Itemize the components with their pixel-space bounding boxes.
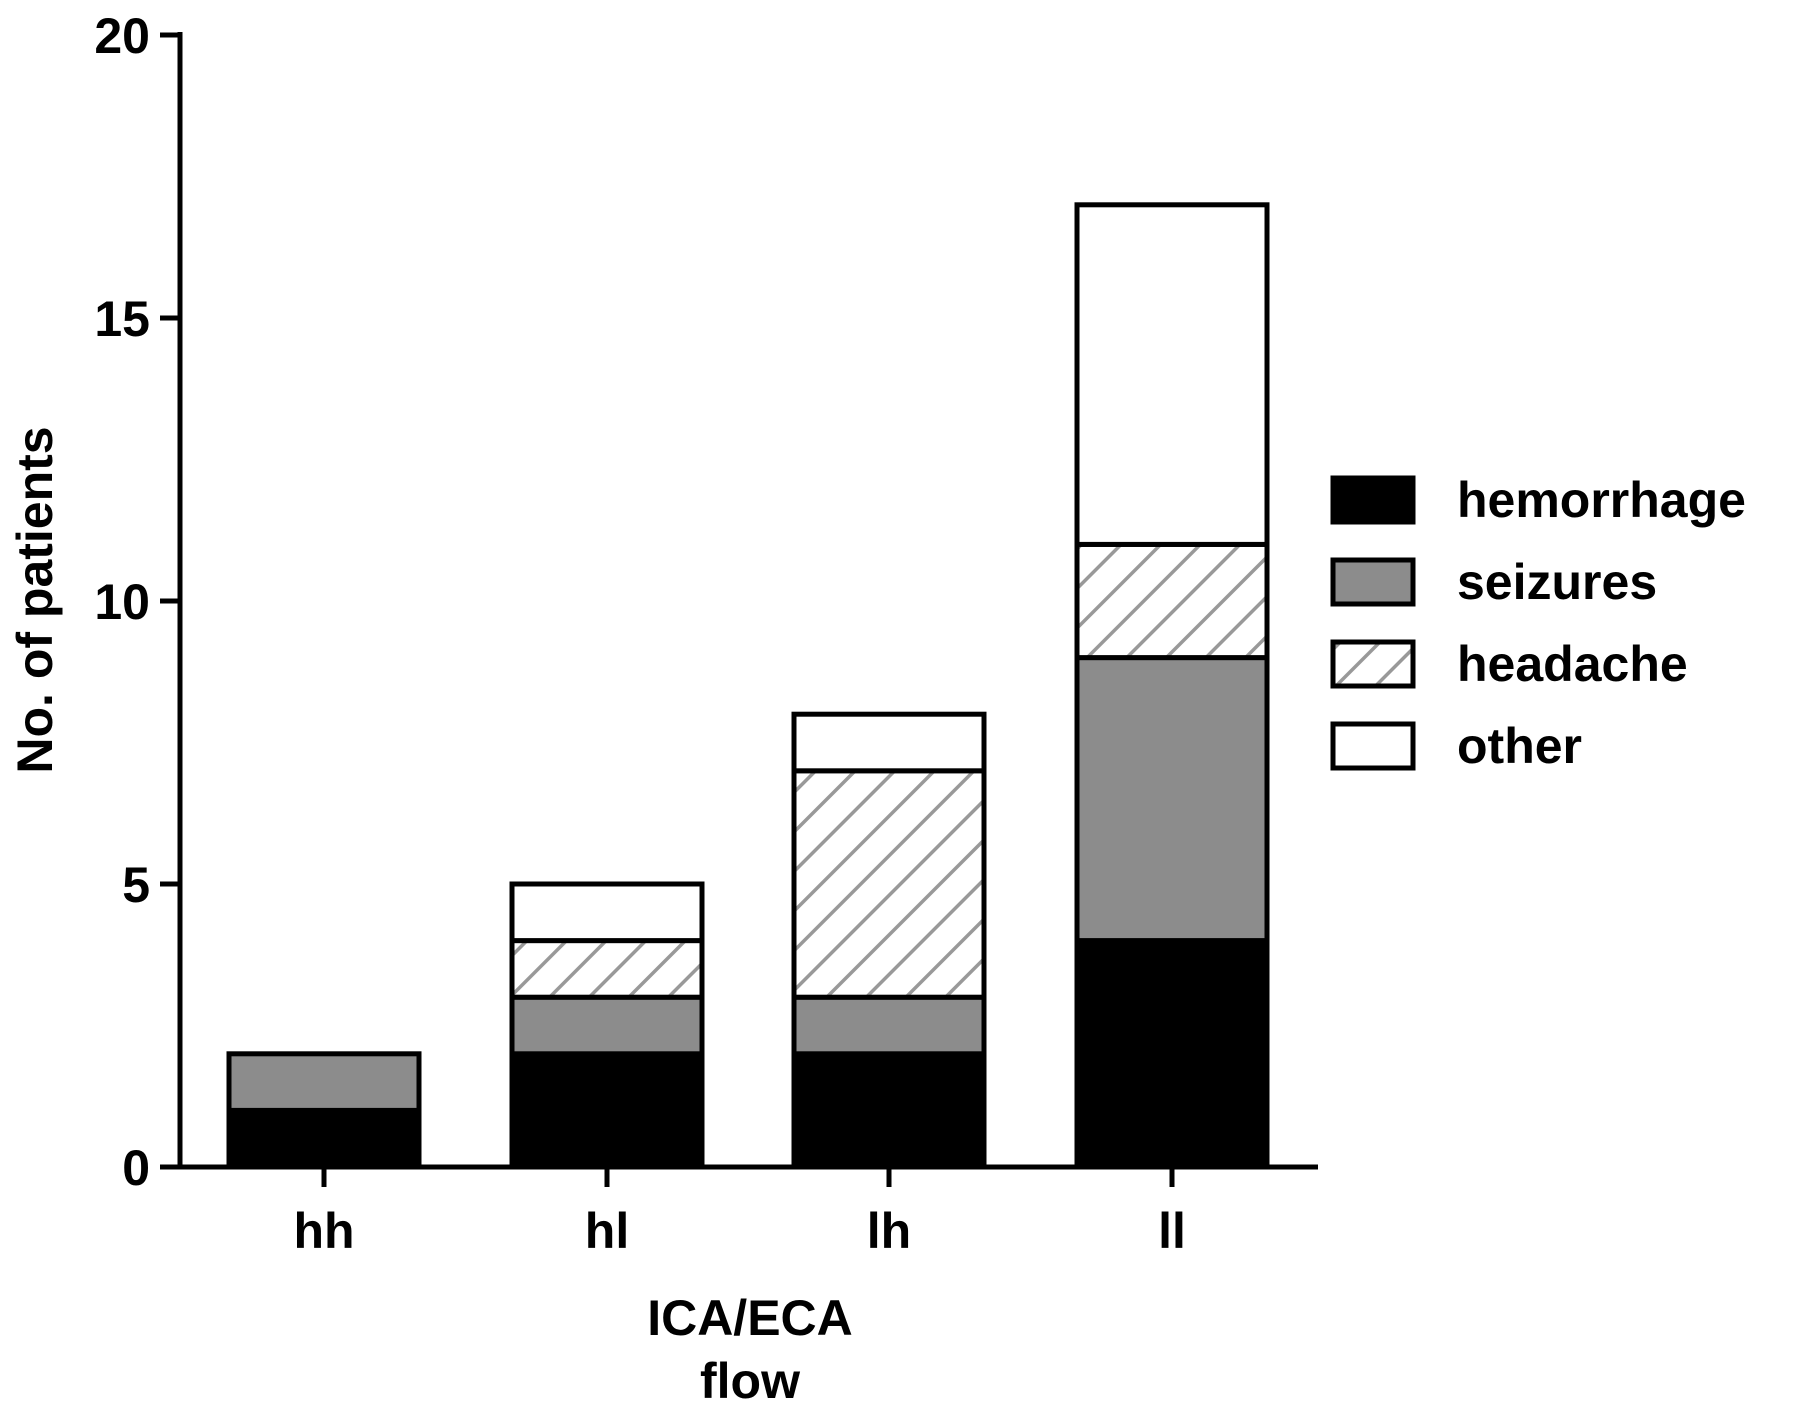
bar-segment-lh-other [791,711,987,774]
bar-segment-ll-hemorrhage [1074,938,1270,1170]
legend-swatch-other [1330,721,1416,771]
bar-segment-hl-hemorrhage [509,1051,705,1170]
y-tick-label-20: 20 [94,8,150,64]
bar-segment-hh-seizures [226,1051,422,1113]
legend-label-other: other [1457,718,1582,774]
legend-swatch-hemorrhage [1330,475,1416,525]
y-tick-label-15: 15 [94,291,150,347]
bar-segment-ll-other [1074,202,1270,547]
y-tick-label-10: 10 [94,574,150,630]
y-axis-title: No. of patients [7,426,63,773]
axis-titles: ICA/ECA flow No. of patients [7,426,853,1406]
legend-swatch-headache [1330,639,1416,689]
x-tick-label-hl: hl [585,1203,629,1259]
bar-segment-lh-seizures [791,994,987,1057]
y-tick-label-0: 0 [122,1140,150,1196]
bar-segment-hh-hemorrhage [226,1107,422,1170]
axes-group: 0 5 10 15 20 hh hl lh ll [94,8,1318,1259]
legend-label-seizures: seizures [1457,554,1657,610]
bar-segment-lh-headache [791,768,987,1000]
x-tick-label-lh: lh [867,1203,911,1259]
legend: hemorrhage seizures headache other [1330,472,1746,774]
x-tick-label-ll: ll [1158,1203,1186,1259]
x-axis-title-line2: flow [700,1353,800,1406]
x-tick-label-hh: hh [293,1203,354,1259]
legend-label-headache: headache [1457,636,1688,692]
y-tick-label-5: 5 [122,857,150,913]
bar-segment-lh-hemorrhage [791,1051,987,1170]
bar-segment-hl-other [509,881,705,944]
bar-segment-hl-headache [509,938,705,1000]
bar-segment-ll-seizures [1074,655,1270,944]
bars-group [226,202,1270,1170]
x-axis-title-line1: ICA/ECA [647,1290,853,1346]
bar-segment-ll-headache [1074,541,1270,661]
legend-swatch-seizures [1330,557,1416,607]
bar-segment-hl-seizures [509,994,705,1057]
legend-label-hemorrhage: hemorrhage [1457,472,1746,528]
